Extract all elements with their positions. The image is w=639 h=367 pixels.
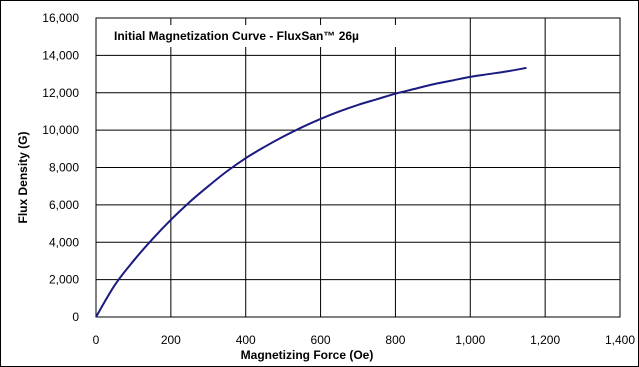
grid-layer — [95, 17, 621, 318]
x-tick-label: 200 — [161, 333, 181, 347]
y-tick-label: 2,000 — [49, 273, 79, 287]
x-tick-label: 400 — [236, 333, 256, 347]
y-tick-label: 4,000 — [49, 235, 79, 249]
y-tick-label: 10,000 — [42, 123, 79, 137]
y-tick-label: 0 — [72, 310, 79, 324]
y-tick-label: 14,000 — [42, 48, 79, 62]
chart-title: Initial Magnetization Curve - FluxSan™ 2… — [114, 29, 359, 43]
x-tick-label: 600 — [311, 333, 331, 347]
y-tick-label: 6,000 — [49, 198, 79, 212]
x-tick-label: 800 — [385, 333, 405, 347]
series-line-magnetization — [95, 66, 527, 318]
tick-labels: 0 200 400 600 800 1,000 1,200 1,400 0 2,000 4,000 6… — [42, 11, 635, 347]
plot-area-border — [95, 17, 621, 318]
x-tick-label: 0 — [93, 333, 100, 347]
x-tick-label: 1,200 — [530, 333, 560, 347]
y-axis-title: Flux Density (G) — [16, 131, 30, 223]
y-tick-label: 16,000 — [42, 11, 79, 25]
x-axis-title: Magnetizing Force (Oe) — [241, 348, 374, 362]
x-tick-label: 1,400 — [605, 333, 635, 347]
chart-title-box — [105, 25, 441, 47]
x-tick-label: 1,000 — [455, 333, 485, 347]
y-tick-label: 8,000 — [49, 161, 79, 175]
y-tick-label: 12,000 — [42, 86, 79, 100]
